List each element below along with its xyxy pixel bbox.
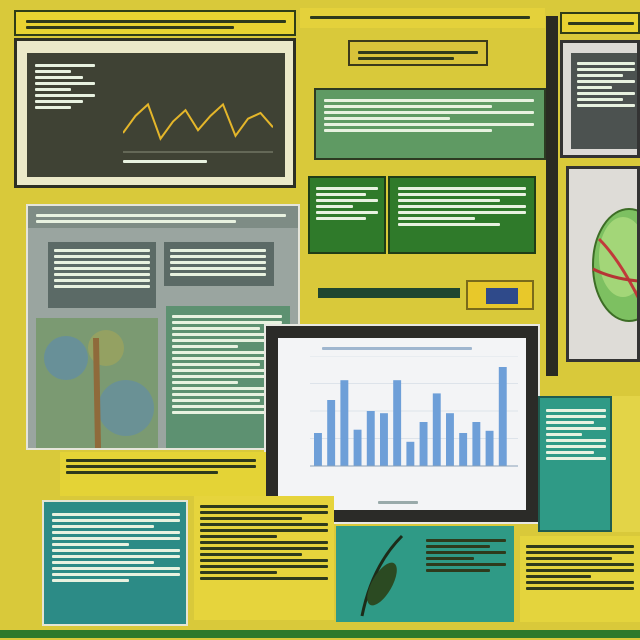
bar — [393, 380, 402, 466]
bar — [327, 400, 336, 466]
bar-chart — [310, 356, 518, 467]
leaf-illustration — [592, 208, 637, 322]
line-series — [123, 102, 273, 141]
right-header-strip — [560, 12, 640, 34]
plant-illustration — [360, 534, 404, 617]
bar — [446, 413, 454, 466]
bar-chart-screen — [278, 338, 526, 510]
text-block-bottom-middle — [194, 496, 334, 620]
bar — [459, 433, 468, 466]
line-chart-screen — [27, 53, 285, 177]
text-block-bottom-right — [520, 536, 640, 622]
header-strip-top-left — [14, 10, 296, 36]
bar — [485, 430, 494, 466]
bar — [498, 367, 507, 466]
teal-panel-right-top — [538, 396, 612, 532]
bar — [314, 433, 322, 466]
bar — [340, 380, 349, 466]
right-screen-panel — [560, 40, 640, 158]
bar — [432, 393, 441, 466]
header-strip-top-center — [300, 8, 545, 28]
teal-illustration-panel — [336, 526, 514, 622]
label-strip-center — [318, 288, 460, 298]
banner-top-center — [348, 40, 488, 66]
teal-panel-bottom-left — [42, 500, 188, 626]
bar — [353, 429, 362, 466]
device-badge — [466, 280, 534, 310]
bar-chart-panel — [264, 324, 540, 524]
bottom-border-strip — [0, 630, 640, 638]
info-panel-green-small — [308, 176, 386, 254]
data-table-left — [48, 242, 156, 308]
info-panel-green-large — [388, 176, 536, 254]
line-chart — [123, 102, 273, 153]
bar — [380, 413, 388, 466]
bar — [366, 411, 375, 466]
line-chart-panel — [14, 38, 296, 188]
text-panel-upper-middle — [314, 88, 546, 160]
bar — [406, 441, 415, 466]
yellow-panel-right — [612, 396, 640, 532]
bar — [472, 422, 481, 466]
data-table-right — [164, 242, 274, 286]
data-panel-left — [26, 204, 300, 450]
leaf-image-panel — [566, 166, 640, 362]
divider-dark-right — [546, 16, 558, 376]
map-image — [36, 318, 158, 448]
text-block-bottom-left — [60, 452, 266, 496]
bar — [419, 422, 428, 466]
